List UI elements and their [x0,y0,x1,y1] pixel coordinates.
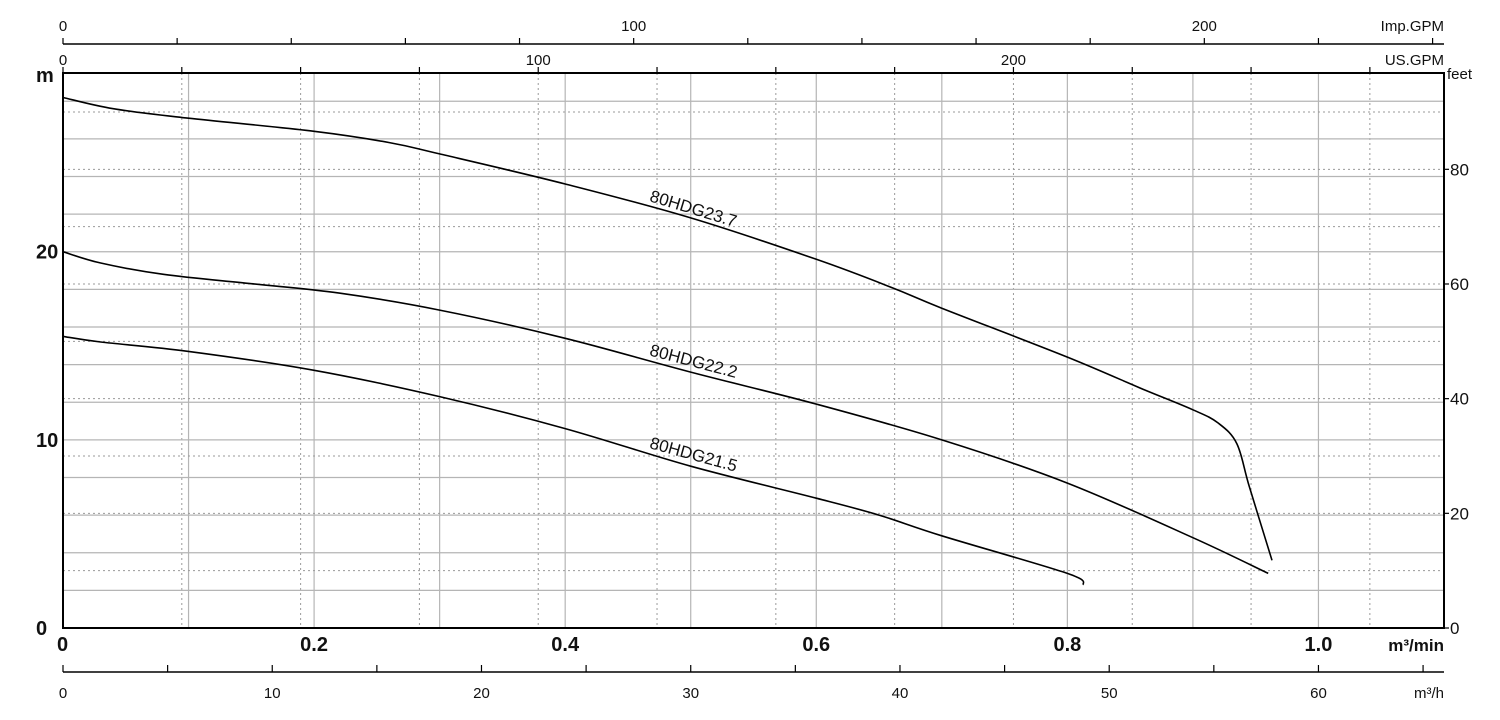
x-usgpm-tick-label: 200 [1001,52,1026,69]
pump-curves [62,96,1273,586]
curve-label-80hdg23.7: 80HDG23.7 [648,187,739,231]
x-usgpm-tick-label: 0 [59,52,67,69]
x-m3h-tick-label: 50 [1101,685,1118,702]
x-impgpm-tick-label: 200 [1192,18,1217,35]
curve-80hdg23.7 [62,96,1273,561]
curve-80hdg21.5 [62,335,1085,586]
y-right-tick-label: 60 [1450,275,1469,294]
x-m3h-tick-label: 20 [473,685,490,702]
x-main-tick-label: 0.2 [300,634,328,656]
x-main-tick-label: 1.0 [1305,634,1333,656]
x-m3h-tick-label: 10 [264,685,281,702]
y-right-tick-label: 20 [1450,504,1469,523]
x-m3h-tick-label: 40 [892,685,909,702]
x-main-tick-label: 0 [57,634,68,656]
x-m3h-tick-label: 30 [682,685,699,702]
x-m3h-tick-label: 60 [1310,685,1327,702]
x-m3h-tick-label: 0 [59,685,67,702]
x-impgpm-unit-label: Imp.GPM [1381,18,1444,35]
y-left-tick-label: 0 [36,618,47,640]
chart-axes [62,38,1449,673]
plot-area-border [62,72,1445,629]
y-right-tick-label: 40 [1450,390,1469,409]
x-impgpm-tick-label: 0 [59,18,67,35]
x-m3h-unit-label: m³/h [1414,685,1444,702]
x-main-tick-label: 0.8 [1053,634,1081,656]
y-left-tick-label: 10 [36,430,58,452]
x-impgpm-tick-label: 100 [621,18,646,35]
curve-80hdg22.2 [62,250,1269,575]
x-usgpm-tick-label: 100 [526,52,551,69]
curve-label-80hdg22.2: 80HDG22.2 [648,341,740,382]
chart-grid [63,73,1444,628]
x-usgpm-unit-label: US.GPM [1385,52,1444,69]
y-left-tick-label: 20 [36,242,58,264]
y-left-unit-label: m [36,65,54,87]
x-main-tick-label: 0.4 [551,634,580,656]
y-right-unit-label: feet [1447,66,1473,83]
y-right-tick-label: 80 [1450,160,1469,179]
x-main-tick-label: 0.6 [802,634,830,656]
y-right-tick-label: 0 [1450,619,1459,638]
x-main-unit-label: m³/min [1388,636,1444,655]
